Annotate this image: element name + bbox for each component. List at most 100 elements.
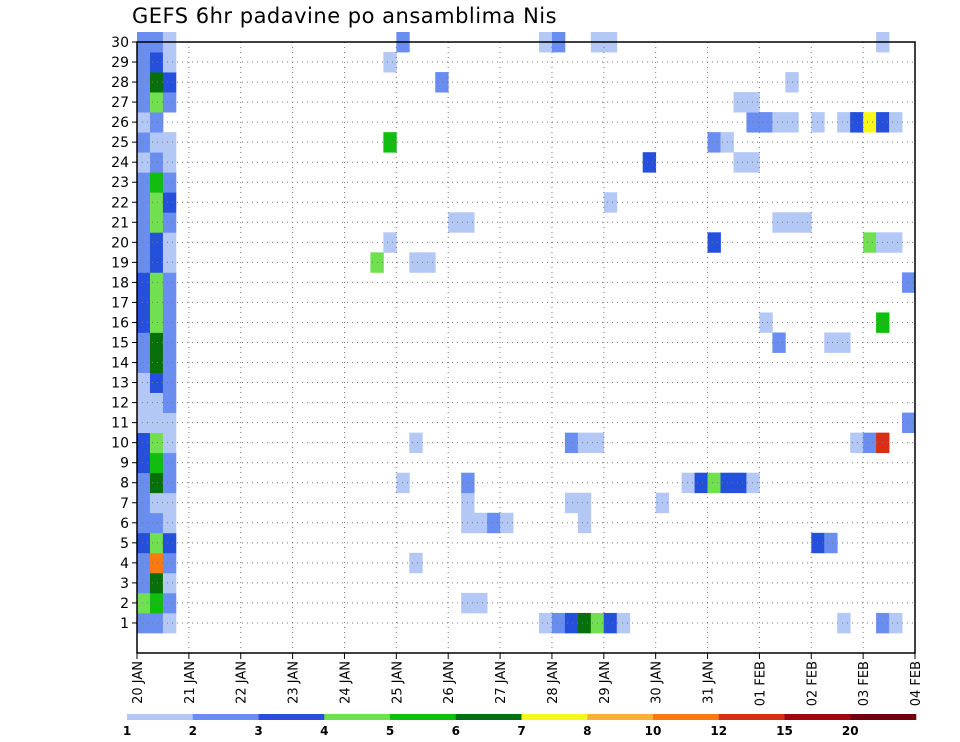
y-tick-label: 27: [111, 95, 129, 111]
heatmap-cell: [137, 332, 151, 353]
colorbar-swatch: [192, 714, 259, 720]
colorbar-swatch: [653, 714, 720, 720]
x-tick-label: 03 FEB: [857, 661, 872, 706]
heatmap-cell: [149, 72, 164, 93]
heatmap-cell: [733, 472, 747, 494]
y-tick-label: 2: [120, 596, 129, 612]
heatmap-cell: [137, 312, 151, 333]
heatmap-cell: [837, 612, 851, 634]
heatmap-cell: [162, 92, 177, 113]
heatmap-cell: [383, 52, 397, 73]
heatmap-cell: [149, 392, 164, 413]
heatmap-cell: [137, 292, 151, 313]
heatmap-cell: [137, 532, 151, 554]
y-tick-label: 28: [111, 75, 129, 91]
heatmap-cell: [162, 452, 177, 474]
heatmap-cell: [137, 72, 151, 93]
heatmap-cell: [551, 612, 566, 634]
y-tick-label: 14: [111, 356, 129, 372]
x-tick-label: 01 FEB: [753, 661, 768, 706]
heatmap-cell: [137, 372, 151, 393]
colorbar-label: 3: [254, 724, 262, 738]
y-tick-label: 4: [120, 556, 129, 572]
heatmap-cell: [837, 112, 851, 133]
colorbar-label: 10: [645, 724, 662, 738]
y-tick-label: 8: [120, 476, 129, 492]
heatmap-cell: [863, 432, 877, 454]
heatmap-cell: [681, 472, 695, 494]
heatmap-cell: [162, 392, 177, 413]
y-tick-label: 20: [111, 235, 129, 251]
heatmap-cell: [759, 312, 773, 333]
heatmap-cell: [149, 312, 164, 333]
heatmap-cell: [149, 372, 164, 393]
heatmap-cell: [409, 432, 423, 454]
heatmap-cell: [772, 332, 786, 353]
y-tick-label: 5: [120, 536, 129, 552]
colorbar-swatch: [324, 714, 391, 720]
y-tick-label: 24: [111, 155, 129, 171]
colorbar-label: 12: [710, 724, 727, 738]
heatmap-cell: [889, 112, 903, 133]
heatmap-cell: [642, 152, 657, 173]
heatmap-cell: [538, 612, 553, 634]
heatmap-cell: [162, 72, 177, 93]
heatmap-cell: [707, 472, 721, 494]
heatmap-cell: [772, 212, 786, 233]
heatmap-cell: [162, 152, 177, 173]
heatmap-cell: [137, 592, 151, 614]
x-axis: 20 JAN 21 JAN 22 JAN 23 JAN 24 JAN 25 JAN 26 J…: [131, 653, 924, 706]
y-tick-label: 15: [111, 335, 129, 351]
heatmap-cell: [149, 212, 164, 233]
heatmap-cell: [137, 552, 151, 574]
colorbar-label: 6: [452, 724, 460, 738]
heatmap-cell: [137, 52, 151, 73]
heatmap-cell: [422, 252, 436, 273]
heatmap-cell: [746, 92, 760, 113]
heatmap-cell: [149, 452, 164, 474]
y-tick-label: 11: [111, 416, 129, 432]
heatmap-cell: [149, 272, 164, 293]
y-tick-label: 10: [111, 436, 129, 452]
heatmap-cell: [149, 412, 164, 434]
heatmap-cell: [149, 432, 164, 454]
heatmap-cell: [564, 612, 579, 634]
heatmap-cell: [837, 332, 851, 353]
heatmap-cell: [162, 552, 177, 574]
y-tick-label: 29: [111, 55, 129, 71]
heatmap-cell: [746, 472, 760, 494]
y-tick-label: 21: [111, 215, 129, 231]
colorbar-swatch: [258, 714, 325, 720]
x-tick-label: 29 JAN: [598, 661, 613, 704]
colorbar-swatch: [127, 714, 194, 720]
x-tick-label: 27 JAN: [494, 661, 509, 704]
heatmap-cell: [162, 52, 177, 73]
heatmap-cell: [889, 612, 903, 634]
heatmap-cell: [162, 372, 177, 393]
heatmap-cell: [162, 252, 177, 273]
colorbar-swatch: [784, 714, 851, 720]
heatmap-cell: [162, 572, 177, 594]
heatmap-cell: [564, 492, 579, 514]
colorbar-swatch: [390, 714, 457, 720]
heatmap-cell: [137, 512, 151, 534]
y-tick-label: 26: [111, 115, 129, 131]
heatmap-cell: [707, 132, 721, 153]
heatmap-cell: [149, 512, 164, 534]
heatmap-cell: [889, 232, 903, 253]
x-tick-label: 20 JAN: [131, 661, 146, 704]
heatmap-cell: [850, 432, 864, 454]
heatmap-cell: [149, 572, 164, 594]
heatmap-cell: [149, 112, 164, 133]
x-tick-label: 26 JAN: [442, 661, 457, 704]
heatmap-cell: [759, 112, 773, 133]
heatmap-cell: [383, 132, 397, 153]
heatmap-cell: [162, 132, 177, 153]
heatmap-cell: [149, 612, 164, 634]
y-tick-label: 17: [111, 295, 129, 311]
heatmap-cell: [863, 112, 877, 133]
x-tick-label: 25 JAN: [390, 661, 405, 704]
chart-title: GEFS 6hr padavine po ansamblima Nis: [132, 4, 558, 28]
colorbar-label: 5: [386, 724, 394, 738]
